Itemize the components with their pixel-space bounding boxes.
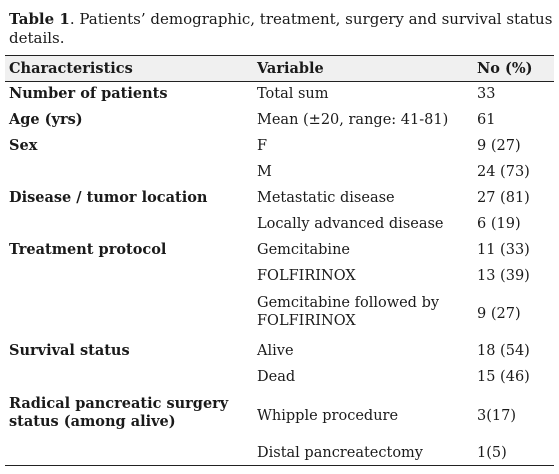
table-row: Gemcitabine followed by FOLFIRINOX 9 (27…	[5, 290, 554, 339]
cell-variable: Alive	[257, 342, 294, 359]
table-row: Number of patients Total sum 33	[5, 82, 554, 108]
cell-value: 6 (19)	[477, 215, 521, 232]
table-row: FOLFIRINOX 13 (39)	[5, 264, 554, 290]
table-row: Treatment protocol Gemcitabine 11 (33)	[5, 238, 554, 264]
cell-value: 24 (73)	[477, 163, 530, 180]
cell-characteristic: Treatment protocol	[9, 240, 167, 258]
table-row: Dead 15 (46)	[5, 365, 554, 391]
table-row: Survival status Alive 18 (54)	[5, 339, 554, 365]
cell-characteristic: Age (yrs)	[9, 110, 83, 128]
cell-variable: F	[257, 137, 268, 154]
cell-characteristic	[5, 264, 257, 290]
cell-variable: Metastatic disease	[257, 189, 395, 206]
cell-variable: Distal pancreatectomy	[257, 444, 423, 461]
cell-variable: FOLFIRINOX	[257, 267, 356, 284]
cell-characteristic: Radical pancreatic surgery status (among…	[9, 394, 229, 430]
cell-variable: M	[257, 163, 272, 180]
cell-value: 9 (27)	[477, 306, 521, 322]
cell-value: 13 (39)	[477, 267, 530, 284]
cell-characteristic	[5, 160, 257, 186]
column-header-variable: Variable	[257, 60, 324, 77]
cell-value: 61	[477, 111, 496, 128]
cell-characteristic	[5, 290, 257, 339]
cell-variable: Total sum	[257, 86, 329, 102]
cell-characteristic: Disease / tumor location	[9, 188, 208, 206]
cell-value: 9 (27)	[477, 137, 521, 154]
cell-variable: Dead	[257, 368, 296, 385]
cell-characteristic	[5, 441, 257, 466]
cell-characteristic: Survival status	[9, 341, 130, 359]
patients-table: Characteristics Variable No (%) Number o…	[5, 55, 554, 466]
cell-value: 33	[477, 86, 496, 102]
table-row: Radical pancreatic surgery status (among…	[5, 391, 554, 441]
table-header-row: Characteristics Variable No (%)	[5, 55, 554, 82]
cell-characteristic: Sex	[9, 136, 38, 154]
cell-value: 3(17)	[477, 407, 516, 424]
table-caption: Table 1. Patients’ demographic, treatmen…	[9, 10, 554, 48]
cell-value: 11 (33)	[477, 241, 530, 258]
table-row: Disease / tumor location Metastatic dise…	[5, 186, 554, 212]
cell-characteristic	[5, 212, 257, 238]
cell-value: 18 (54)	[477, 342, 530, 359]
cell-variable: Mean (±20, range: 41-81)	[257, 111, 449, 128]
table-caption-label: Table 1	[9, 10, 70, 28]
column-header-no-percent: No (%)	[477, 60, 533, 77]
cell-characteristic	[5, 365, 257, 391]
cell-variable: Gemcitabine	[257, 241, 350, 258]
table-row: Sex F 9 (27)	[5, 134, 554, 160]
cell-variable: Whipple procedure	[257, 407, 399, 424]
cell-characteristic: Number of patients	[9, 85, 168, 102]
cell-value: 27 (81)	[477, 189, 530, 206]
column-header-characteristics: Characteristics	[9, 60, 133, 77]
cell-variable: Locally advanced disease	[257, 215, 444, 232]
cell-value: 15 (46)	[477, 368, 530, 385]
table-row: Age (yrs) Mean (±20, range: 41-81) 61	[5, 108, 554, 134]
table-row: Distal pancreatectomy 1(5)	[5, 441, 554, 466]
table-row: Locally advanced disease 6 (19)	[5, 212, 554, 238]
table-caption-text: . Patients’ demographic, treatment, surg…	[9, 10, 553, 47]
table-row: M 24 (73)	[5, 160, 554, 186]
cell-variable: Gemcitabine followed by FOLFIRINOX	[257, 294, 440, 329]
cell-value: 1(5)	[477, 444, 507, 461]
